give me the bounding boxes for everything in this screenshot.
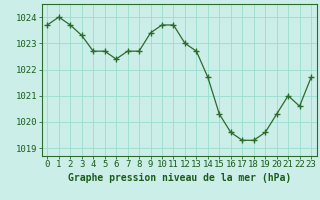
X-axis label: Graphe pression niveau de la mer (hPa): Graphe pression niveau de la mer (hPa) bbox=[68, 173, 291, 183]
